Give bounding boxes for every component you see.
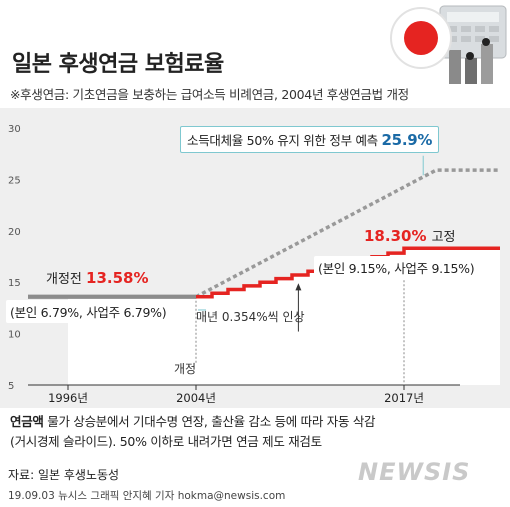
before-value: 13.58% bbox=[86, 269, 149, 287]
fixed-annotation: 18.30% 고정 bbox=[364, 226, 456, 245]
chart-subtitle: ※후생연금: 기초연금을 보충하는 급여소득 비례연금, 2004년 후생연금법… bbox=[10, 87, 409, 102]
y-tick-label: 25 bbox=[8, 175, 21, 186]
step-note: 매년 0.354%씩 인상 bbox=[196, 310, 305, 324]
forecast-label: 소득대체율 50% 유지 위한 정부 예측 bbox=[187, 133, 378, 148]
chart-svg: 5 10 15 20 25 30 1996년 2004년 2017년 bbox=[8, 124, 500, 405]
y-tick-label: 30 bbox=[8, 124, 21, 135]
fixed-split: (본인 9.15%, 사업주 9.15%) bbox=[318, 261, 475, 276]
y-tick-label: 15 bbox=[8, 278, 21, 289]
fixed-split-box: (본인 9.15%, 사업주 9.15%) bbox=[314, 256, 479, 279]
before-split-box: (본인 6.79%, 사업주 6.79%) bbox=[6, 300, 171, 323]
chart-area: 5 10 15 20 25 30 1996년 2004년 2017년 개정전 13.58% (본… bbox=[0, 108, 510, 408]
newsis-logo: NEWSIS bbox=[358, 458, 471, 486]
x-tick-label: 1996년 bbox=[48, 391, 88, 405]
note-term: 연금액 bbox=[10, 414, 44, 429]
chart-title: 일본 후생연금 보험료율 bbox=[12, 52, 224, 77]
calculator-coins-illustration bbox=[390, 5, 507, 84]
x-tick-label: 2004년 bbox=[176, 391, 216, 405]
before-split: (본인 6.79%, 사업주 6.79%) bbox=[10, 305, 167, 320]
revision-label: 개정 bbox=[174, 362, 197, 376]
header-illustration bbox=[385, 2, 510, 102]
before-annotation: 개정전 13.58% bbox=[46, 268, 149, 287]
note-box: 연금액 물가 상승분에서 기대수명 연장, 출산율 감소 등에 따라 자동 삭감… bbox=[0, 408, 510, 458]
fixed-value: 18.30% bbox=[364, 227, 427, 245]
note-line-1: 연금액 물가 상승분에서 기대수명 연장, 출산율 감소 등에 따라 자동 삭감 bbox=[10, 412, 500, 432]
x-tick-label: 2017년 bbox=[384, 391, 424, 405]
y-tick-label: 10 bbox=[8, 330, 21, 341]
note-line-2: (거시경제 슬라이드). 50% 이하로 내려가면 연금 제도 재검토 bbox=[10, 434, 322, 449]
y-tick-label: 5 bbox=[8, 381, 14, 392]
forecast-box: 소득대체율 50% 유지 위한 정부 예측 25.9% bbox=[180, 126, 440, 153]
y-tick-label: 20 bbox=[8, 227, 21, 238]
source-text: 자료: 일본 후생노동성 bbox=[8, 468, 120, 482]
step-note-arrowhead bbox=[295, 283, 302, 291]
fixed-label: 고정 bbox=[431, 230, 456, 245]
before-label: 개정전 bbox=[46, 272, 82, 287]
actual-rate-area bbox=[68, 248, 500, 385]
note-text-1: 물가 상승분에서 기대수명 연장, 출산율 감소 등에 따라 자동 삭감 bbox=[47, 414, 376, 429]
forecast-value: 25.9% bbox=[381, 131, 433, 149]
credit-text: 19.09.03 뉴시스 그래픽 안지혜 기자 hokma@newsis.com bbox=[8, 490, 286, 502]
